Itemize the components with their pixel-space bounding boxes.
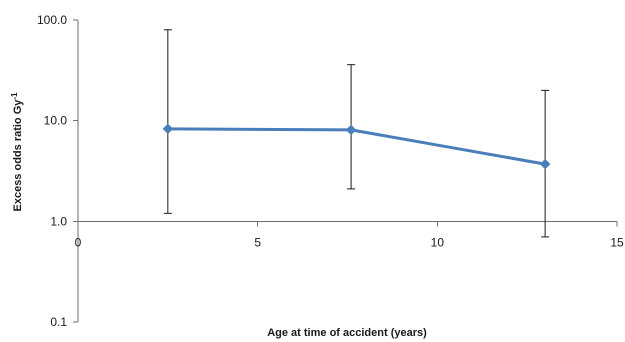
y-tick-label: 100.0 [37,13,67,27]
x-tick-label: 5 [254,235,261,249]
series-line [167,127,546,166]
data-point-marker [345,124,357,136]
x-tick-label: 10 [431,235,445,249]
x-tick-labels: 0 5 10 15 [75,235,624,249]
series-line-group [167,127,546,166]
y-tick-label: 1.0 [50,214,67,228]
x-axis-title: Age at time of accident (years) [267,327,427,339]
x-tick-label: 15 [610,235,624,249]
y-axis-title: Excess odds ratio Gy-1 [10,92,24,212]
y-tick-labels: 0.1 1.0 10.0 100.0 [37,13,67,329]
data-point-marker [162,123,174,135]
x-tick-label: 0 [75,235,82,249]
data-point-marker [539,158,551,170]
data-markers [162,123,551,170]
error-bars [163,29,550,238]
y-axis-title-text: Excess odds ratio Gy [12,99,24,212]
y-tick-marks [73,19,78,323]
y-tick-label: 0.1 [50,315,67,329]
x-tick-marks [77,221,618,227]
y-tick-label: 10.0 [44,114,68,128]
y-axis-title-superscript: -1 [10,92,19,100]
